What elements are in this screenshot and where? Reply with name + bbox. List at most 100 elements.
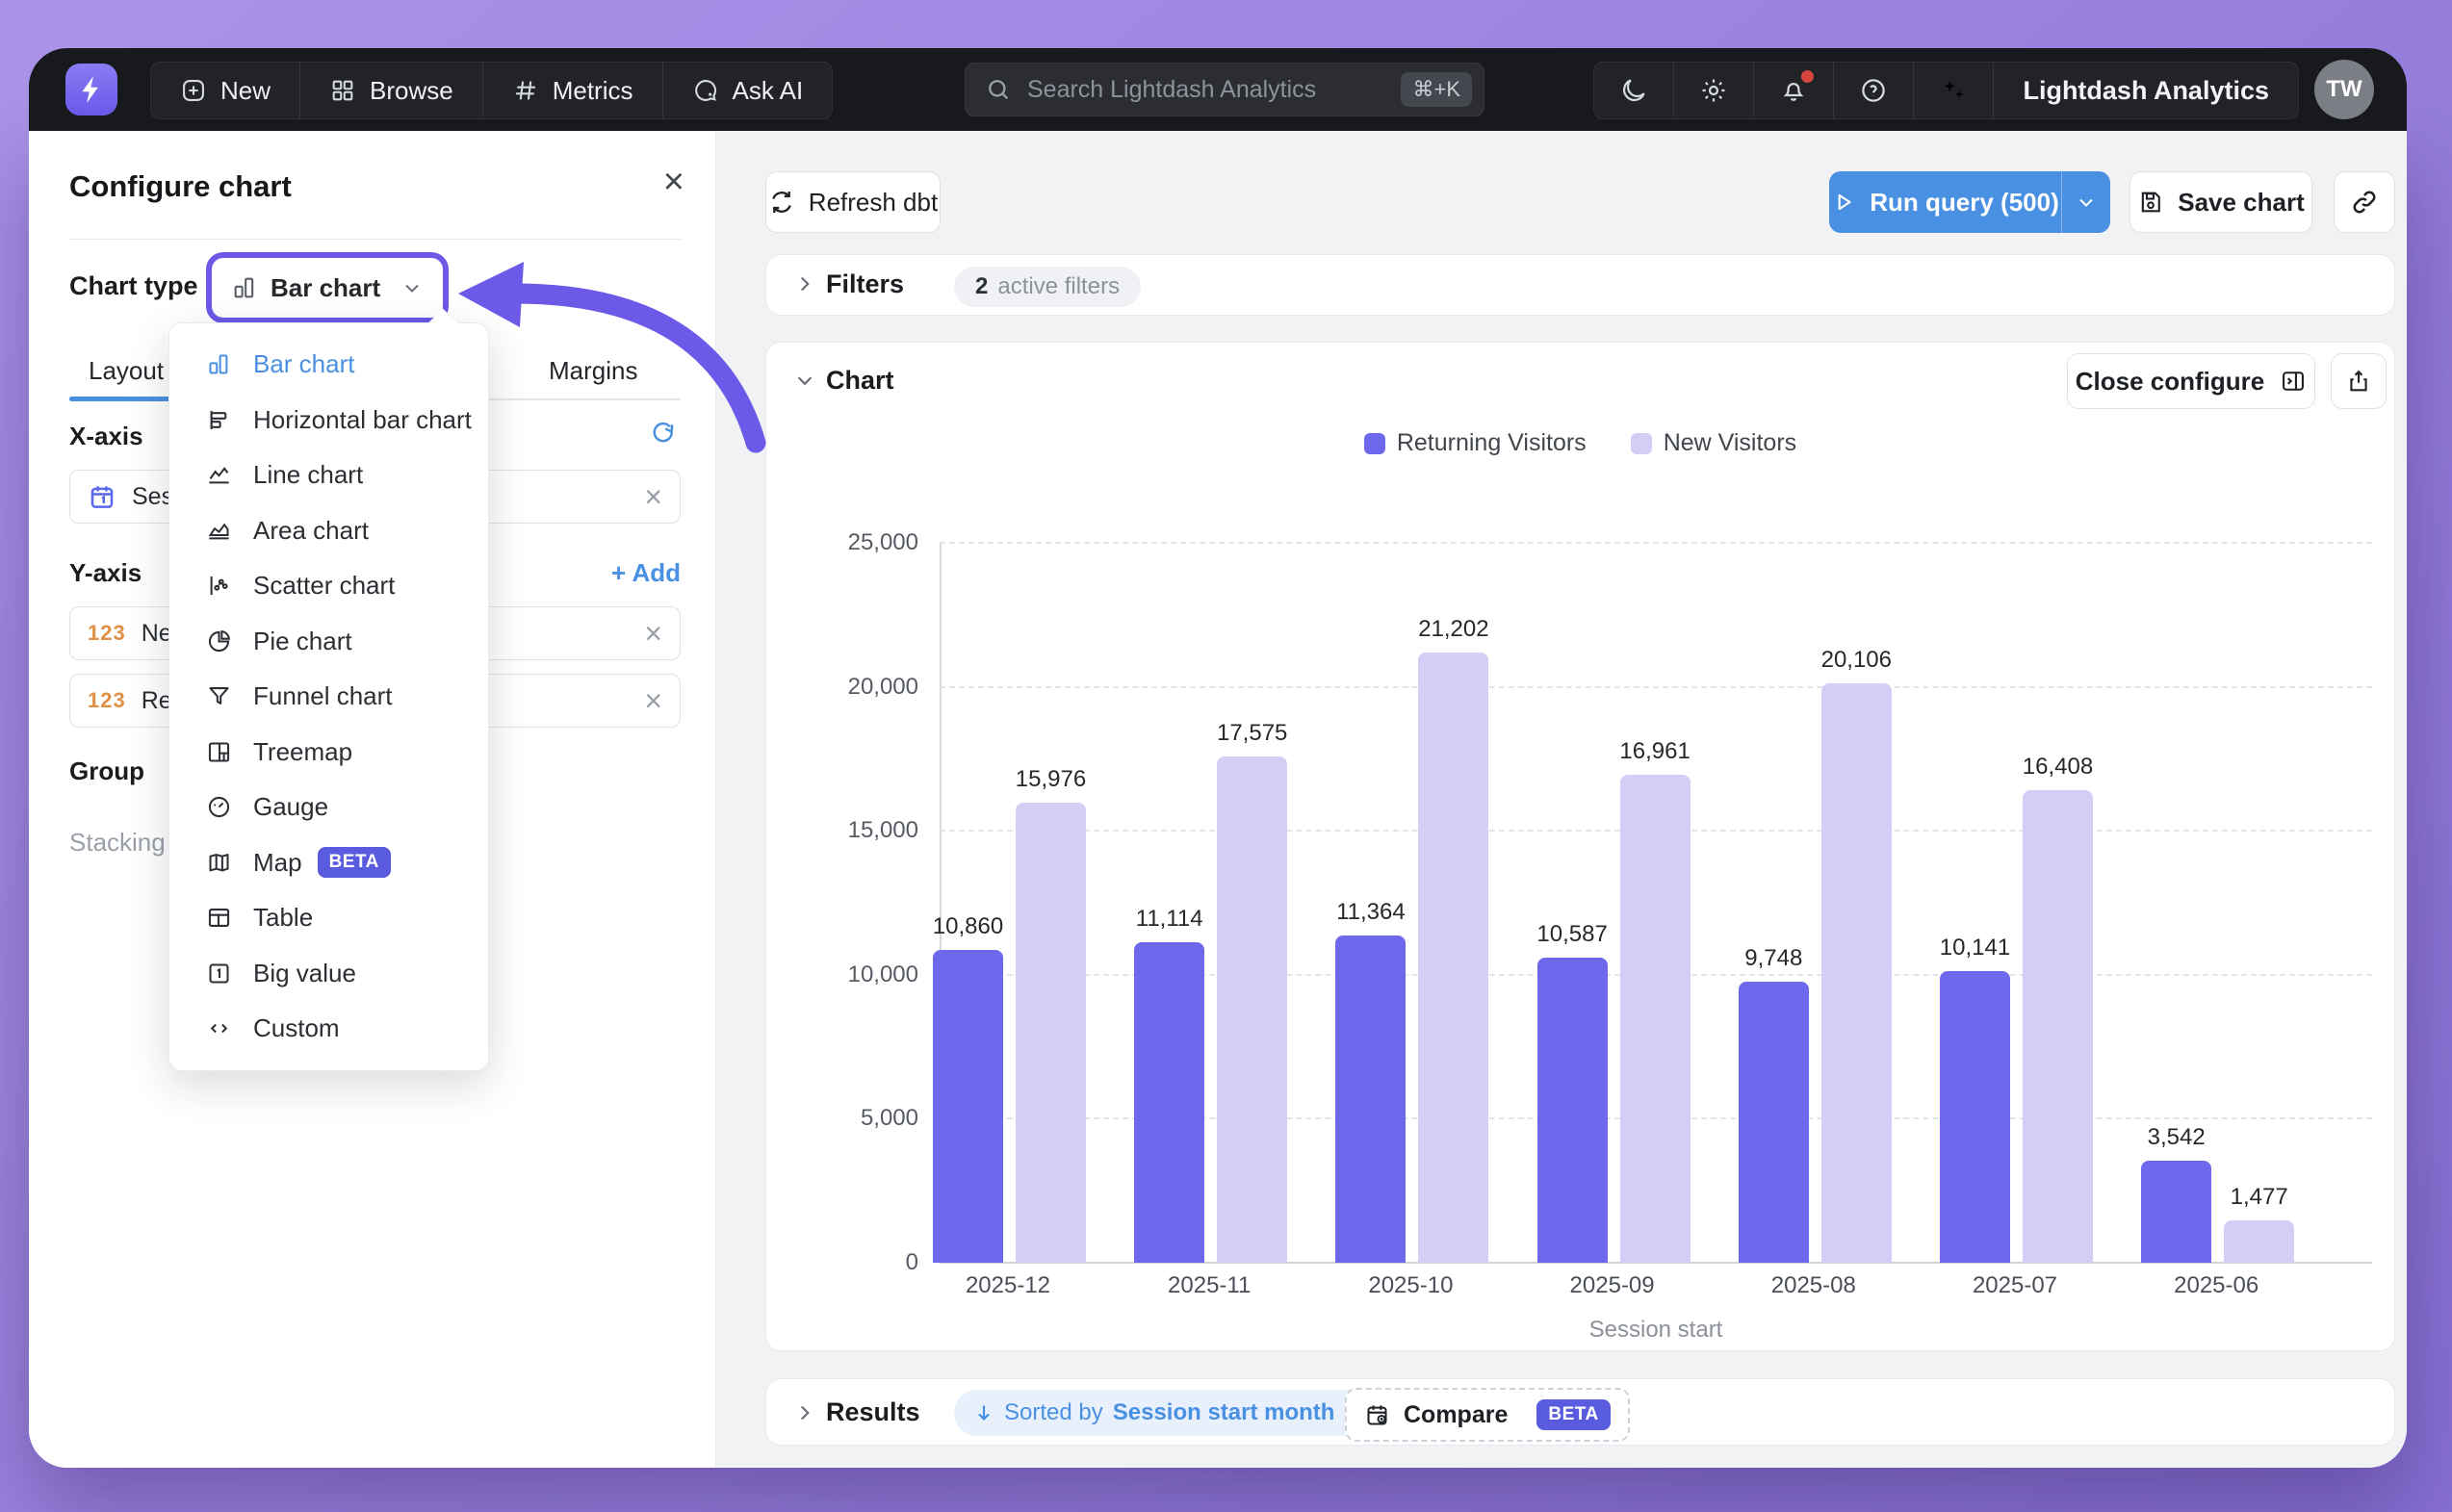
close-icon[interactable]: × <box>662 162 684 202</box>
bell-icon <box>1784 83 1804 101</box>
sort-pill[interactable]: Sorted by Session start month <box>954 1390 1383 1436</box>
bar-returning-visitors[interactable] <box>933 950 1003 1263</box>
panel-collapse-icon <box>2283 372 2305 391</box>
refresh-icon <box>771 192 791 213</box>
chart-legend: Returning Visitors New Visitors <box>766 429 2394 457</box>
remove-icon[interactable]: × <box>644 683 662 718</box>
compare-button[interactable]: Compare BETA <box>1345 1388 1630 1442</box>
line-icon <box>209 467 229 484</box>
search-placeholder: Search Lightdash Analytics <box>1027 75 1317 103</box>
remove-icon[interactable]: × <box>644 616 662 651</box>
treemap-icon <box>208 742 230 762</box>
bar-returning-visitors[interactable] <box>1940 970 2010 1263</box>
beta-badge: BETA <box>317 847 391 879</box>
sorted-field: Session start month <box>1112 1399 1335 1425</box>
chart-type-option-label: Big value <box>253 958 356 987</box>
run-query-main[interactable]: Run query (500) <box>1829 171 2061 233</box>
chart-type-option-table[interactable]: Table <box>169 890 488 946</box>
help-button[interactable] <box>1833 63 1913 118</box>
chart-type-option-funnel-chart[interactable]: Funnel chart <box>169 669 488 725</box>
chart-type-option-label: Custom <box>253 1013 340 1043</box>
nav-item-browse[interactable]: Browse <box>299 63 482 118</box>
run-query-options-button[interactable] <box>2061 171 2110 233</box>
save-chart-label: Save chart <box>2178 187 2305 217</box>
chart-type-option-label: Pie chart <box>253 626 352 655</box>
refresh-dbt-button[interactable]: Refresh dbt <box>765 171 941 233</box>
sparkles-button[interactable] <box>1913 63 1993 118</box>
search-input[interactable]: Search Lightdash Analytics ⌘+K <box>965 63 1484 116</box>
tab-layout[interactable]: Layout <box>89 356 165 385</box>
add-y-field-button[interactable]: + Add <box>611 558 681 587</box>
chart-type-option-bar-chart[interactable]: Bar chart <box>169 337 488 393</box>
bar-new-visitors[interactable] <box>1016 802 1086 1263</box>
bar-new-visitors[interactable] <box>1619 774 1691 1263</box>
bar-value-label: 10,141 <box>1939 934 2011 961</box>
chart-type-option-gauge[interactable]: Gauge <box>169 780 488 835</box>
group-label: Group <box>69 756 144 785</box>
close-configure-label: Close configure <box>2075 366 2265 396</box>
chart-type-option-label: Treemap <box>253 736 353 766</box>
bar-returning-visitors[interactable] <box>1134 942 1205 1263</box>
avatar[interactable]: TW <box>2314 60 2374 119</box>
chart-type-dropdown[interactable]: Bar chart <box>206 252 449 323</box>
search-shortcut-badge: ⌘+K <box>1401 72 1472 107</box>
bar-value-label: 20,106 <box>1820 647 1892 674</box>
chart-type-option-line-chart[interactable]: Line chart <box>169 448 488 503</box>
save-chart-button[interactable]: Save chart <box>2129 171 2312 233</box>
lightdash-logo[interactable] <box>65 64 117 115</box>
chart-type-option-scatter-chart[interactable]: Scatter chart <box>169 558 488 614</box>
run-query-button[interactable]: Run query (500) <box>1829 171 2110 233</box>
chart-type-label: Chart type <box>69 271 198 300</box>
chart-type-option-pie-chart[interactable]: Pie chart <box>169 614 488 670</box>
help-icon <box>1862 79 1886 102</box>
close-configure-button[interactable]: Close configure <box>2067 353 2315 409</box>
notification-dot <box>1801 70 1815 83</box>
panel-title: Configure chart <box>69 169 292 203</box>
legend-item-new-visitors[interactable]: New Visitors <box>1630 429 1796 457</box>
hash-icon <box>515 81 535 100</box>
bar-new-visitors[interactable] <box>2224 1219 2295 1263</box>
chart-type-option-treemap[interactable]: Treemap <box>169 725 488 781</box>
nav-item-label: Ask AI <box>732 75 804 105</box>
filters-title: Filters <box>826 269 905 298</box>
remove-icon[interactable]: × <box>644 479 662 514</box>
bar-new-visitors[interactable] <box>1217 756 1288 1263</box>
filters-expand-button[interactable] <box>792 271 817 296</box>
gear-button[interactable] <box>1673 63 1753 118</box>
chevron-down-icon <box>2079 198 2093 207</box>
results-expand-button[interactable] <box>792 1400 817 1425</box>
tab-margins[interactable]: Margins <box>549 356 638 385</box>
copy-link-button[interactable] <box>2334 171 2395 233</box>
moon-button[interactable] <box>1594 63 1673 118</box>
y-tick-label: 25,000 <box>847 529 918 555</box>
export-chart-button[interactable] <box>2331 353 2387 409</box>
legend-item-returning-visitors[interactable]: Returning Visitors <box>1363 429 1587 457</box>
chart-card: Chart Close configure Returning Visitors… <box>765 342 2395 1351</box>
nav-item-new[interactable]: New <box>151 63 299 118</box>
bell-button[interactable] <box>1753 63 1833 118</box>
chart-type-option-horizontal-bar-chart[interactable]: Horizontal bar chart <box>169 393 488 448</box>
divider <box>69 239 681 240</box>
bar-returning-visitors[interactable] <box>1738 982 1809 1263</box>
bar-new-visitors[interactable] <box>1820 683 1892 1263</box>
bar-returning-visitors[interactable] <box>1335 935 1407 1263</box>
bar-new-visitors[interactable] <box>2023 790 2093 1263</box>
chart-type-option-map[interactable]: Map BETA <box>169 835 488 891</box>
active-tab-underline <box>69 397 175 401</box>
chart-type-option-area-chart[interactable]: Area chart <box>169 503 488 559</box>
org-switcher[interactable]: Lightdash Analytics <box>1993 63 2298 118</box>
bar-returning-visitors[interactable] <box>1536 958 1608 1263</box>
bar-returning-visitors[interactable] <box>2141 1161 2212 1263</box>
chart-type-option-label: Horizontal bar chart <box>253 404 472 434</box>
chart-type-option-custom[interactable]: Custom <box>169 1001 488 1057</box>
chart-type-option-label: Table <box>253 903 314 933</box>
nav-item-ask-ai[interactable]: Ask AI <box>661 63 833 118</box>
chevron-down-icon <box>405 284 419 293</box>
gear-icon <box>1702 79 1725 102</box>
nav-item-metrics[interactable]: Metrics <box>481 63 662 118</box>
bar-new-visitors[interactable] <box>1418 652 1489 1263</box>
chart-collapse-button[interactable] <box>792 368 817 393</box>
chart-type-option-label: Map <box>253 847 302 877</box>
chart-type-option-big-value[interactable]: Big value <box>169 946 488 1002</box>
flip-axes-icon[interactable] <box>648 420 677 448</box>
